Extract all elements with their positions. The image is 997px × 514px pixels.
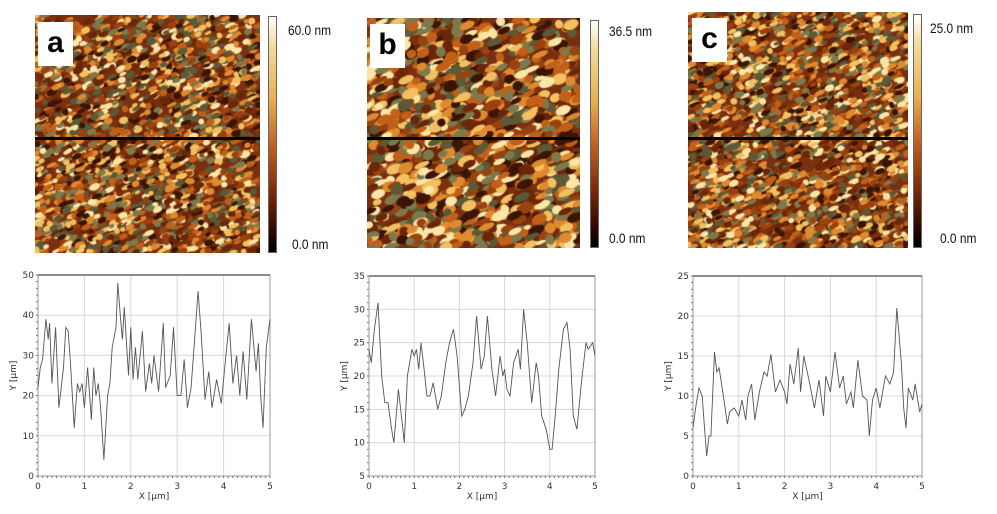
colorbar-max-label: 60.0 nm — [288, 22, 332, 38]
x-tick-label: 2 — [782, 482, 788, 492]
panel-label: c — [692, 18, 727, 62]
y-tick-label: 40 — [23, 311, 35, 321]
height-colorbar — [268, 16, 277, 253]
y-tick-label: 50 — [23, 271, 35, 281]
profile-chart-b: 0 1 2 3 4 5 5 10 15 20 25 30 35 X [µm] Y [µm] — [340, 272, 598, 502]
y-axis-label: Y [µm] — [9, 361, 19, 392]
x-tick-label: 2 — [457, 482, 463, 492]
y-axis-label: Y [µm] — [664, 361, 674, 392]
y-tick-label: 10 — [354, 439, 366, 449]
profile-scan-line — [688, 137, 908, 140]
profile-scan-line — [35, 137, 260, 140]
panel-label: b — [370, 24, 405, 68]
x-axis-label: X [µm] — [792, 492, 823, 502]
y-axis-label: Y [µm] — [340, 361, 350, 392]
x-tick-label: 5 — [919, 482, 925, 492]
x-tick-label: 3 — [174, 482, 180, 492]
y-tick-label: 10 — [23, 432, 35, 442]
height-colorbar — [913, 14, 922, 248]
height-colorbar — [590, 20, 599, 248]
height-profile-line — [37, 282, 271, 460]
y-tick-label: 25 — [354, 339, 365, 349]
x-tick-label: 0 — [35, 482, 41, 492]
plot-frame — [692, 275, 923, 477]
colorbar-min-label: 0.0 nm — [609, 230, 646, 246]
x-tick-label: 4 — [547, 482, 553, 492]
x-tick-label: 0 — [366, 482, 372, 492]
y-tick-label: 10 — [678, 392, 690, 402]
y-tick-label: 20 — [23, 392, 35, 402]
y-tick-label: 35 — [354, 272, 365, 282]
x-tick-label: 5 — [592, 482, 598, 492]
x-tick-label: 4 — [221, 482, 227, 492]
y-tick-label: 25 — [678, 272, 689, 282]
x-tick-label: 1 — [736, 482, 742, 492]
plot-frame — [37, 274, 271, 477]
y-tick-label: 30 — [23, 351, 35, 361]
y-tick-label: 5 — [683, 432, 689, 442]
x-tick-label: 0 — [690, 482, 696, 492]
y-tick-label: 15 — [678, 352, 689, 362]
colorbar-min-label: 0.0 nm — [292, 236, 329, 252]
profile-scan-line — [367, 137, 580, 140]
colorbar-max-label: 25.0 nm — [930, 20, 974, 36]
y-tick-label: 0 — [683, 472, 689, 482]
panel-label: a — [38, 22, 73, 66]
colorbar-min-label: 0.0 nm — [940, 230, 977, 246]
x-axis-label: X [µm] — [467, 492, 498, 502]
y-tick-label: 15 — [354, 405, 365, 415]
profile-chart-c: 0 1 2 3 4 5 0 5 10 15 20 25 X [µm] Y [µm] — [664, 272, 925, 502]
x-tick-label: 1 — [411, 482, 417, 492]
y-tick-label: 30 — [354, 305, 366, 315]
x-tick-label: 1 — [82, 482, 88, 492]
x-tick-label: 3 — [828, 482, 834, 492]
x-tick-label: 5 — [267, 482, 273, 492]
y-tick-label: 20 — [678, 312, 690, 322]
y-tick-label: 5 — [359, 472, 365, 482]
x-tick-label: 3 — [502, 482, 508, 492]
x-axis-label: X [µm] — [139, 492, 170, 502]
height-profile-line — [368, 302, 596, 450]
x-tick-label: 2 — [128, 482, 134, 492]
y-tick-label: 0 — [28, 472, 34, 482]
height-profile-line — [692, 307, 923, 457]
colorbar-max-label: 36.5 nm — [609, 23, 653, 39]
y-tick-label: 20 — [354, 372, 366, 382]
x-tick-label: 4 — [873, 482, 879, 492]
